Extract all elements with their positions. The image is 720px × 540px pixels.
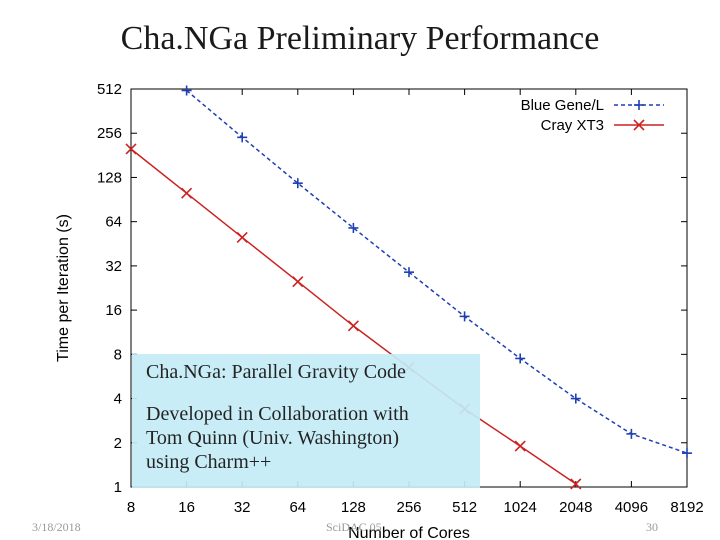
x-tick-label: 8192 (670, 499, 703, 516)
plus-marker (634, 100, 644, 110)
x-tick-label: 64 (289, 499, 306, 516)
y-tick-label: 8 (114, 346, 122, 363)
y-tick-label: 16 (105, 302, 122, 319)
cross-marker (181, 187, 193, 199)
y-tick-label: 1 (114, 479, 122, 496)
cross-marker (514, 440, 526, 452)
cross-marker-stroke (347, 320, 359, 332)
cross-marker-stroke (514, 440, 526, 452)
cross-marker (570, 478, 582, 490)
cross-marker-stroke (125, 143, 137, 155)
info-box-line: using Charm++ (146, 451, 272, 473)
cross-marker-stroke (236, 231, 248, 243)
x-tick-label: 128 (341, 499, 366, 516)
y-tick-label: 4 (114, 391, 122, 408)
y-axis-label: Time per Iteration (s) (55, 214, 72, 362)
x-tick-label: 2048 (559, 499, 592, 516)
info-box: Cha.NGa: Parallel Gravity Code Developed… (132, 354, 480, 488)
plus-marker (348, 222, 359, 233)
x-tick-label: 1024 (504, 499, 537, 516)
cross-marker-stroke (181, 187, 193, 199)
x-tick-label: 512 (452, 499, 477, 516)
plus-marker (515, 353, 526, 364)
cross-marker (125, 143, 137, 155)
cross-marker-stroke (292, 276, 304, 288)
y-tick-label: 32 (105, 258, 122, 275)
footer-page-number: 30 (646, 520, 658, 534)
info-box-title: Cha.NGa: Parallel Gravity Code (146, 361, 406, 383)
plus-marker (237, 132, 248, 143)
y-tick-label: 64 (105, 214, 122, 231)
cross-marker (633, 119, 645, 131)
x-axis-label: Number of Cores (348, 525, 470, 540)
plus-marker (682, 448, 692, 459)
plus-marker (181, 85, 192, 96)
cross-marker (292, 276, 304, 288)
footer-event: SciDAC 05 (326, 520, 382, 534)
x-tick-label: 4096 (615, 499, 648, 516)
plus-marker (570, 393, 581, 404)
y-tick-label: 128 (97, 169, 122, 186)
x-tick-label: 16 (178, 499, 195, 516)
cross-marker (236, 231, 248, 243)
info-box-line: Tom Quinn (Univ. Washington) (146, 427, 400, 449)
plus-marker (404, 267, 414, 278)
plus-marker (292, 178, 303, 189)
plus-marker (459, 311, 470, 322)
y-tick-label: 2 (114, 435, 122, 452)
legend-label-blue-gene-l: Blue Gene/L (521, 97, 604, 114)
y-tick-label: 256 (97, 125, 122, 142)
x-tick-label: 32 (234, 499, 251, 516)
series-line-blue-gene-l (186, 89, 688, 454)
cross-marker-stroke (570, 478, 582, 490)
x-tick-label: 8 (127, 499, 135, 516)
info-box-line: Developed in Collaboration with (146, 403, 409, 425)
legend-label-cray-xt3: Cray XT3 (541, 117, 604, 134)
cross-marker (347, 320, 359, 332)
y-tick-label: 512 (97, 81, 122, 98)
plus-marker (626, 428, 637, 439)
x-tick-label: 256 (396, 499, 421, 516)
cross-marker-stroke (633, 119, 645, 131)
footer-date: 3/18/2018 (32, 520, 81, 534)
slide-title: Cha.NGa Preliminary Performance (120, 20, 600, 57)
